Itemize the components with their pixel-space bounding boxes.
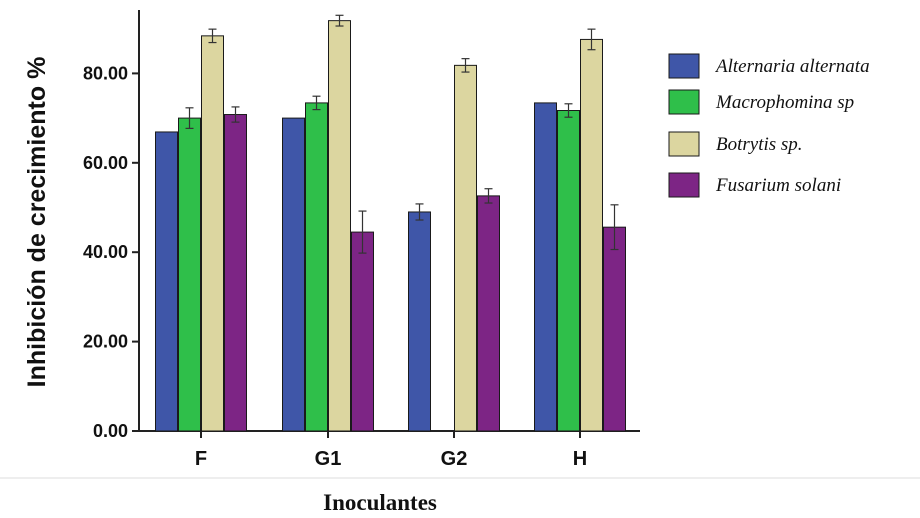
x-tick-label: G1 xyxy=(315,448,342,470)
x-tick-label: H xyxy=(573,448,587,470)
y-tick-label: 80.00 xyxy=(83,63,128,83)
bar xyxy=(603,226,626,432)
x-tick-label: G2 xyxy=(441,448,468,470)
bar xyxy=(534,102,557,432)
bar xyxy=(224,114,247,432)
x-tick-label: F xyxy=(195,448,207,470)
legend-swatch xyxy=(668,172,700,198)
legend-swatch xyxy=(668,53,700,79)
bar xyxy=(557,110,580,432)
bar xyxy=(282,117,305,432)
y-tick-label: 60.00 xyxy=(83,153,128,173)
legend-label: Macrophomina sp xyxy=(715,92,854,113)
bar xyxy=(178,117,201,432)
y-tick-label: 20.00 xyxy=(83,332,128,352)
x-axis-label: Inoculantes xyxy=(323,490,437,515)
bar xyxy=(408,211,431,432)
bar xyxy=(201,35,224,432)
y-tick-label: 0.00 xyxy=(93,421,128,441)
legend-swatch xyxy=(668,89,700,115)
bar xyxy=(580,38,603,432)
bar xyxy=(351,231,374,432)
bar xyxy=(155,131,178,432)
y-axis-label: Inhibición de crecimiento % xyxy=(23,57,51,388)
legend: Alternaria alternata Macrophomina sp Botry… xyxy=(668,53,870,198)
bar xyxy=(454,64,477,432)
legend-swatch xyxy=(668,131,700,157)
error-bars xyxy=(185,14,619,254)
bar xyxy=(477,195,500,432)
bars xyxy=(155,20,626,432)
legend-label: Fusarium solani xyxy=(715,175,841,196)
legend-label: Botrytis sp. xyxy=(716,134,803,155)
y-tick-label: 40.00 xyxy=(83,242,128,262)
bar xyxy=(328,20,351,432)
bar xyxy=(305,102,328,432)
legend-label: Alternaria alternata xyxy=(714,56,870,77)
